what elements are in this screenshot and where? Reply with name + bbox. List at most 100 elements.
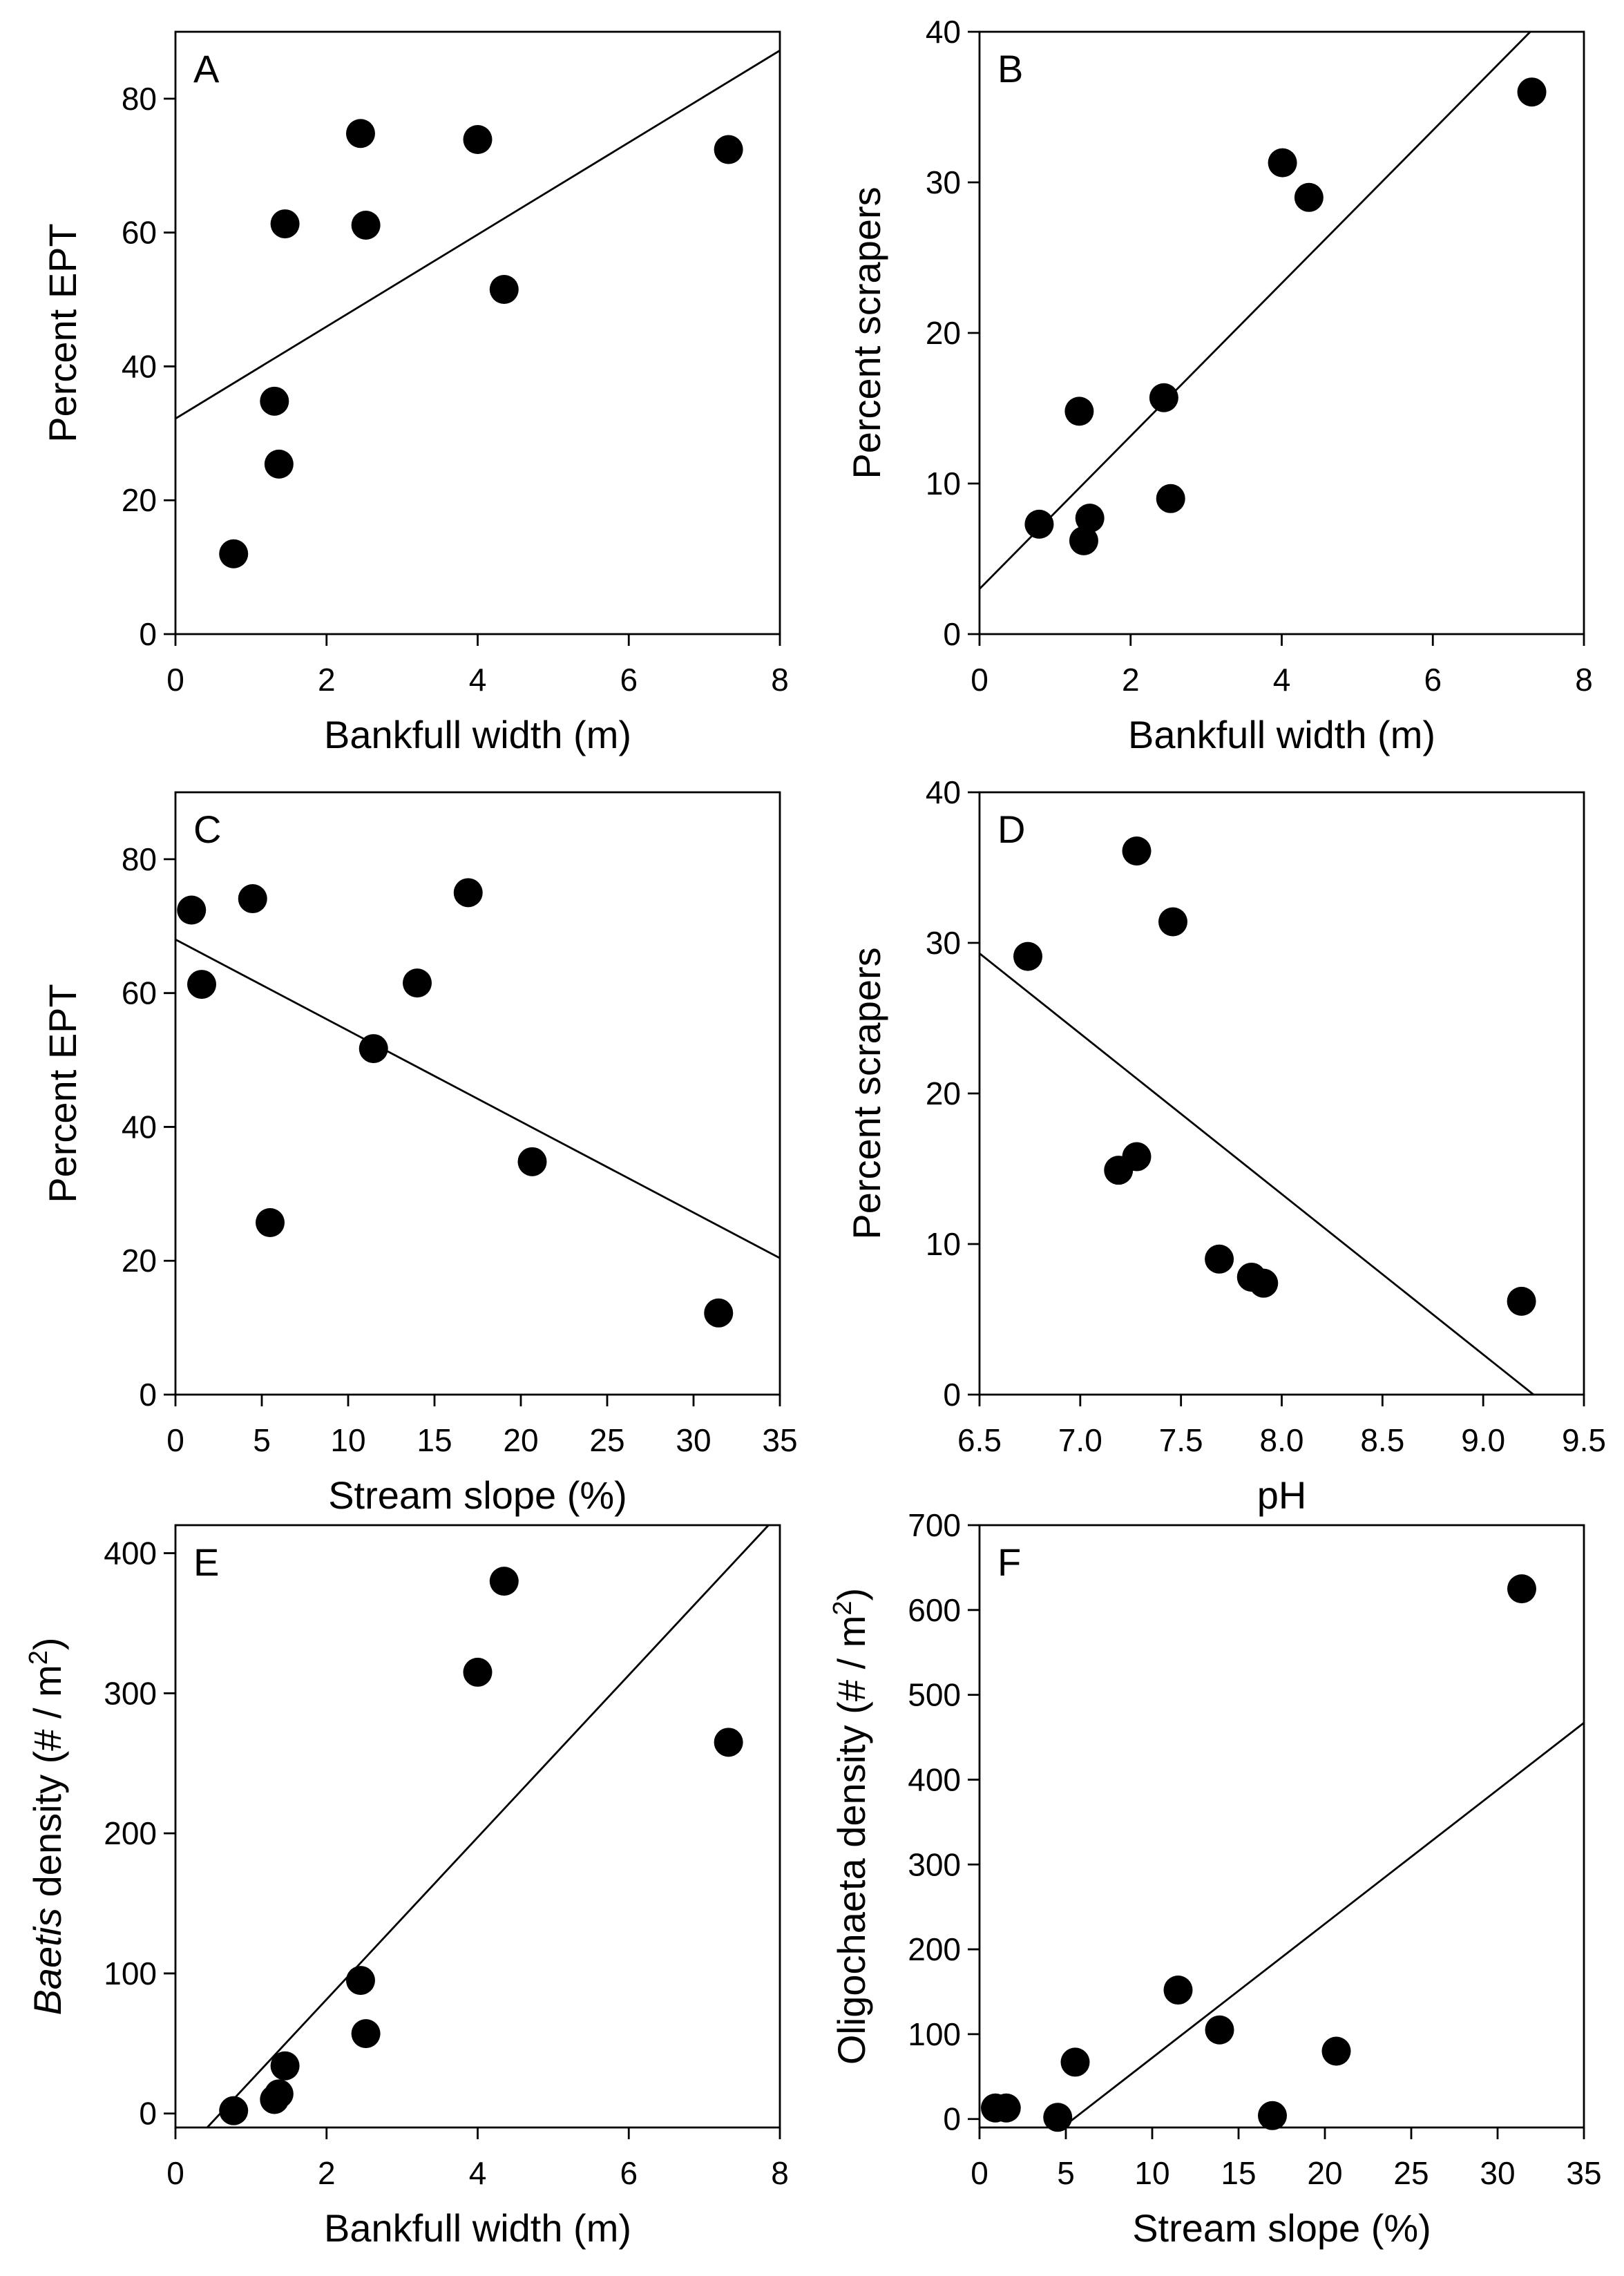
- y-tick-label: 0: [943, 616, 961, 652]
- data-point: [1122, 1142, 1152, 1172]
- x-tick-label: 6.5: [957, 1422, 1002, 1458]
- data-point: [463, 1657, 493, 1687]
- data-point: [187, 970, 216, 1000]
- y-axis-title: Percent EPT: [41, 223, 84, 442]
- x-tick-label: 7.5: [1159, 1422, 1203, 1458]
- y-axis-title: Percent EPT: [41, 984, 84, 1203]
- x-tick-label: 30: [676, 1422, 711, 1458]
- data-point: [1507, 1286, 1536, 1316]
- y-axis-title-part: Percent EPT: [41, 984, 84, 1203]
- data-point: [714, 135, 743, 164]
- data-point: [1024, 509, 1054, 539]
- data-point: [1268, 148, 1297, 178]
- x-axis-title: Bankfull width (m): [324, 2206, 631, 2250]
- y-tick-label: 500: [908, 1677, 961, 1713]
- data-point: [1013, 941, 1042, 971]
- regression-line: [175, 49, 781, 420]
- data-point: [351, 211, 381, 240]
- x-tick-label: 30: [1480, 2155, 1515, 2191]
- data-point: [351, 2019, 381, 2049]
- plot-frame: [174, 30, 781, 635]
- y-tick-label: 80: [122, 81, 157, 117]
- data-point: [1069, 526, 1098, 555]
- plot-frame: [174, 1524, 781, 2129]
- y-tick-label: 200: [908, 1931, 961, 1967]
- y-tick-label: 600: [908, 1592, 961, 1628]
- y-tick-label: 20: [122, 1243, 157, 1279]
- x-tick-label: 2: [1122, 662, 1140, 698]
- y-axis-title-part: Percent scrapers: [845, 187, 888, 479]
- y-tick-label: 20: [926, 1075, 961, 1111]
- data-point: [714, 1728, 743, 1757]
- x-tick-label: 2: [318, 662, 336, 698]
- x-tick-label: 4: [469, 2155, 487, 2191]
- y-axis-title-part: Percent scrapers: [845, 947, 888, 1239]
- y-tick-label: 200: [104, 1815, 157, 1851]
- data-point: [1163, 1976, 1193, 2005]
- y-tick-label: 80: [122, 841, 157, 877]
- x-tick-label: 5: [253, 1422, 271, 1458]
- data-point: [991, 2093, 1021, 2123]
- data-point: [345, 1966, 375, 1996]
- panel-label: E: [193, 1540, 219, 1584]
- y-tick-label: 30: [926, 925, 961, 961]
- plot-frame: [174, 791, 781, 1396]
- y-tick-label: 60: [122, 975, 157, 1011]
- y-tick-label: 300: [104, 1675, 157, 1711]
- y-tick-label: 40: [926, 14, 961, 50]
- x-tick-label: 6: [1424, 662, 1442, 698]
- y-tick-label: 400: [104, 1536, 157, 1571]
- x-tick-label: 5: [1057, 2155, 1075, 2191]
- y-axis-title-part: 2: [828, 1600, 857, 1615]
- data-point: [256, 1207, 285, 1237]
- y-axis-title-part: ): [26, 1637, 69, 1650]
- data-point: [260, 386, 289, 416]
- data-point: [219, 539, 249, 568]
- x-axis-title: Bankfull width (m): [1128, 713, 1435, 756]
- y-axis-title-part: ): [830, 1588, 873, 1601]
- panel-c: 0 5 10 15 20 25 30 35 0 20 40 60 80 Stream slope (%) P…: [41, 791, 798, 1517]
- x-tick-label: 25: [1393, 2155, 1429, 2191]
- data-point: [1321, 2036, 1351, 2066]
- x-tick-label: 8: [1575, 662, 1593, 698]
- data-point: [489, 275, 519, 305]
- panel-label: D: [997, 807, 1025, 851]
- y-axis-title-part: Percent EPT: [41, 223, 84, 442]
- data-point: [177, 895, 207, 925]
- data-point: [1158, 907, 1187, 937]
- x-tick-label: 8: [771, 2155, 789, 2191]
- regression-line: [206, 1524, 770, 2128]
- x-tick-label: 4: [469, 662, 487, 698]
- x-tick-label: 15: [417, 1422, 452, 1458]
- x-tick-label: 8.5: [1360, 1422, 1404, 1458]
- panel-e: 0 2 4 6 8 0 100 200 300 400 Bankfull width (m) Baet…: [24, 1524, 789, 2250]
- data-point: [517, 1147, 547, 1176]
- y-axis-title-part: Oligochaeta density (# / m: [830, 1616, 873, 2065]
- x-tick-label: 2: [318, 2155, 336, 2191]
- data-point: [270, 2051, 300, 2081]
- plot-frame: [978, 791, 1585, 1396]
- data-point: [1060, 2047, 1090, 2077]
- data-point: [270, 209, 300, 239]
- y-tick-label: 30: [926, 164, 961, 200]
- y-tick-label: 400: [908, 1761, 961, 1797]
- y-axis-title: Percent scrapers: [845, 947, 888, 1239]
- regression-line: [175, 938, 781, 1259]
- panel-label: A: [193, 47, 220, 90]
- data-point: [403, 968, 432, 998]
- x-axis-title: pH: [1257, 1473, 1307, 1517]
- panel-label: B: [997, 47, 1023, 90]
- x-tick-label: 7.0: [1058, 1422, 1102, 1458]
- y-axis-title: Baetis density (# / m2): [24, 1637, 69, 2015]
- y-tick-label: 10: [926, 466, 961, 501]
- regression-line: [979, 953, 1534, 1396]
- x-axis-title: Stream slope (%): [328, 1473, 627, 1517]
- x-tick-label: 10: [1134, 2155, 1169, 2191]
- data-point: [489, 1567, 519, 1596]
- y-tick-label: 0: [943, 2101, 961, 2137]
- x-tick-label: 0: [971, 662, 988, 698]
- y-tick-label: 0: [139, 616, 157, 652]
- panel-f: 0 5 10 15 20 25 30 35 0 100 200 300 400 500 600 700 Stre…: [828, 1507, 1602, 2250]
